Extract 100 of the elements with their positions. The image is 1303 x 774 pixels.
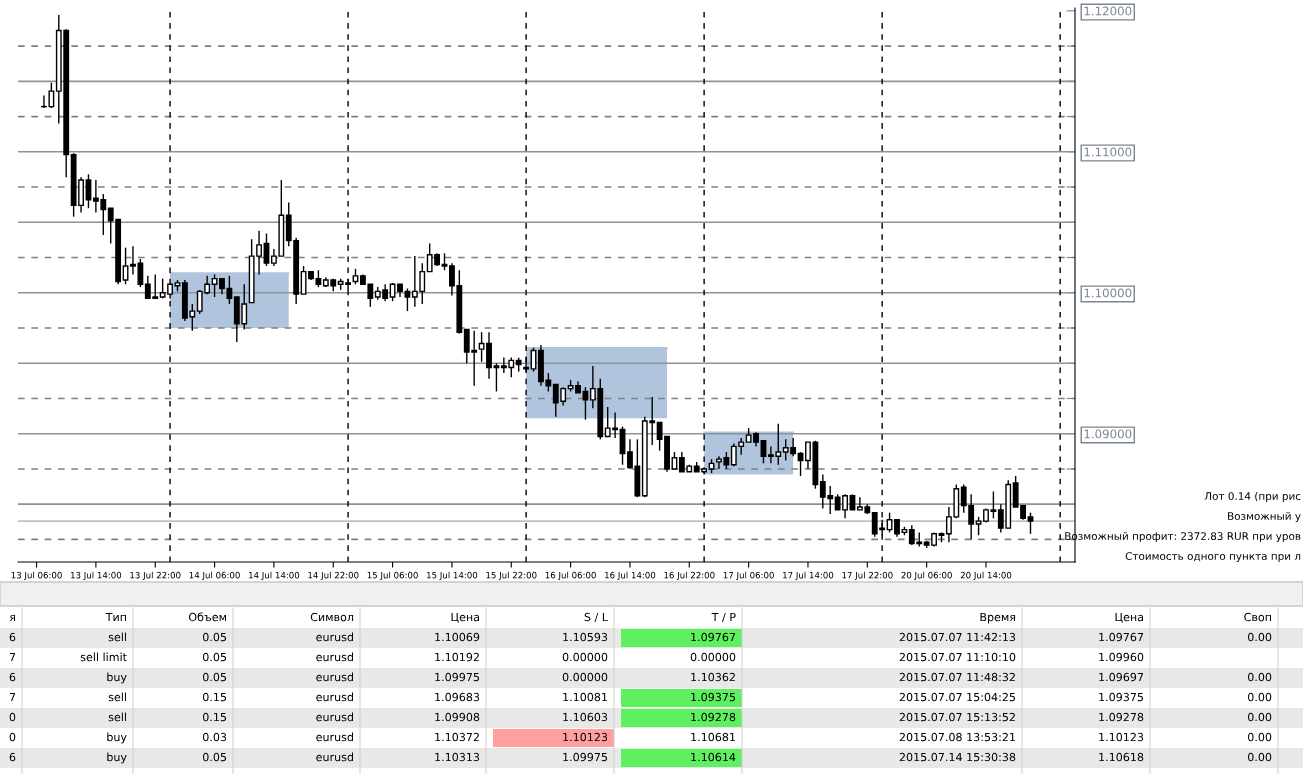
text: 0.15	[202, 692, 227, 702]
text: 2015.07.14 15:30:38	[899, 752, 1016, 762]
category-label: S / L	[584, 612, 608, 623]
x-tick-label: 16 Jul 22:00	[664, 571, 715, 580]
text: buy	[107, 732, 127, 744]
category-label: Цена	[1115, 612, 1143, 623]
y-tick-label: 1.11000	[1084, 147, 1132, 157]
text: 0.00	[1247, 752, 1272, 762]
text: 2015.07.07 11:48:32	[899, 672, 1015, 682]
x-tick-label: 14 Jul 06:00	[189, 571, 240, 580]
text: 1.10614	[691, 752, 736, 762]
text: 2015.07.08 13:53:21	[899, 732, 1015, 742]
category-label: Время	[980, 612, 1016, 624]
text: 2015.07.07 11:10:10	[899, 652, 1016, 662]
category-label: Тип	[105, 612, 126, 622]
x-tick-label: 15 Jul 14:00	[427, 571, 478, 580]
text: eurusd	[316, 732, 353, 742]
text: buy	[107, 752, 127, 764]
category-label: Цена	[451, 612, 479, 623]
text: 0.05	[202, 652, 227, 662]
x-tick-label: 15 Jul 22:00	[486, 571, 537, 580]
text: 1.09975	[563, 752, 608, 762]
candlestick	[975, 516, 982, 536]
text: 1.10192	[435, 652, 479, 662]
text: sell	[108, 632, 126, 642]
text: Возможный у	[1228, 512, 1301, 523]
text: 1.09375	[1099, 692, 1144, 702]
text: 1.09683	[435, 692, 480, 702]
text: 1.09375	[691, 692, 736, 702]
text: 6	[9, 632, 16, 642]
text: eurusd	[316, 692, 353, 702]
text: 0.00000	[690, 652, 736, 662]
text: 2015.07.07 11:42:13	[899, 632, 1016, 642]
text: 1.09767	[1099, 632, 1144, 642]
text: sell limit	[80, 652, 127, 662]
text: 0	[9, 712, 16, 722]
text: 6	[9, 752, 16, 762]
text: 1.10593	[563, 632, 608, 642]
candlestick	[493, 362, 500, 393]
category-label: T / P	[711, 612, 736, 623]
text: 0.05	[202, 632, 227, 642]
text: 0.05	[202, 672, 227, 682]
text: eurusd	[316, 652, 353, 662]
text: 1.09767	[691, 632, 736, 642]
text: 1.09278	[691, 712, 736, 722]
text: Лот 0.14 (при рис	[1204, 491, 1301, 503]
text: 1.10123	[1099, 732, 1144, 742]
x-tick-label: 13 Jul 22:00	[130, 571, 181, 580]
text: eurusd	[316, 752, 353, 762]
text: 0.05	[202, 752, 227, 762]
text: Стоимость одного пункта при л	[1125, 552, 1301, 563]
text: 0.15	[202, 712, 227, 722]
text: 0.00	[1247, 712, 1272, 722]
x-tick-label: 14 Jul 22:00	[308, 571, 359, 580]
text: 0.03	[202, 732, 227, 742]
y-tick-label: 1.09000	[1084, 429, 1132, 439]
text: 7	[9, 692, 16, 702]
text: sell	[108, 712, 126, 722]
x-tick-label: 15 Jul 06:00	[367, 571, 418, 580]
y-tick-label: 1.12000	[1084, 6, 1132, 16]
text: 0.00000	[562, 672, 608, 682]
y-tick-label: 1.10000	[1084, 288, 1132, 298]
text: eurusd	[316, 632, 353, 642]
category-label: Объем	[188, 612, 226, 622]
text: 0.00	[1247, 732, 1272, 742]
text: 1.10362	[691, 672, 735, 682]
text: 6	[9, 672, 16, 682]
candlestick	[1027, 511, 1034, 535]
text: 1.09975	[435, 672, 480, 682]
text: 1.09278	[1099, 712, 1144, 722]
x-tick-label: 17 Jul 22:00	[842, 571, 893, 580]
text: 1.10603	[563, 712, 608, 722]
category-label: Символ	[310, 612, 354, 622]
text: 0.00000	[562, 652, 608, 662]
text: 1.10069	[435, 632, 480, 642]
x-tick-label: 16 Jul 14:00	[605, 571, 656, 580]
text: 2015.07.07 15:13:52	[899, 712, 1015, 722]
x-tick-label: 13 Jul 06:00	[11, 571, 62, 580]
text: 1.10313	[435, 752, 480, 762]
text: eurusd	[316, 712, 353, 722]
x-tick-label: 16 Jul 06:00	[545, 571, 596, 580]
x-tick-label: 20 Jul 14:00	[960, 571, 1012, 580]
text: 0.00	[1247, 632, 1272, 642]
text: 0.00	[1247, 692, 1272, 702]
text: eurusd	[316, 672, 353, 682]
text: 1.09908	[435, 712, 480, 722]
text: 1.09960	[1099, 652, 1144, 662]
text: 0.00	[1247, 672, 1272, 682]
x-tick-label: 14 Jul 14:00	[249, 571, 300, 580]
x-tick-label: 20 Jul 06:00	[901, 571, 952, 580]
text: 1.10372	[435, 732, 479, 742]
x-tick-label: 13 Jul 14:00	[71, 571, 122, 580]
x-tick-label: 17 Jul 06:00	[723, 571, 774, 580]
text: 1.10123	[563, 732, 608, 742]
text: 7	[9, 652, 16, 662]
text: 1.09697	[1099, 672, 1144, 682]
x-tick-label: 17 Jul 14:00	[783, 571, 834, 580]
category-label: Своп	[1244, 612, 1271, 622]
candlestick	[404, 287, 411, 312]
text: 0	[9, 732, 16, 742]
